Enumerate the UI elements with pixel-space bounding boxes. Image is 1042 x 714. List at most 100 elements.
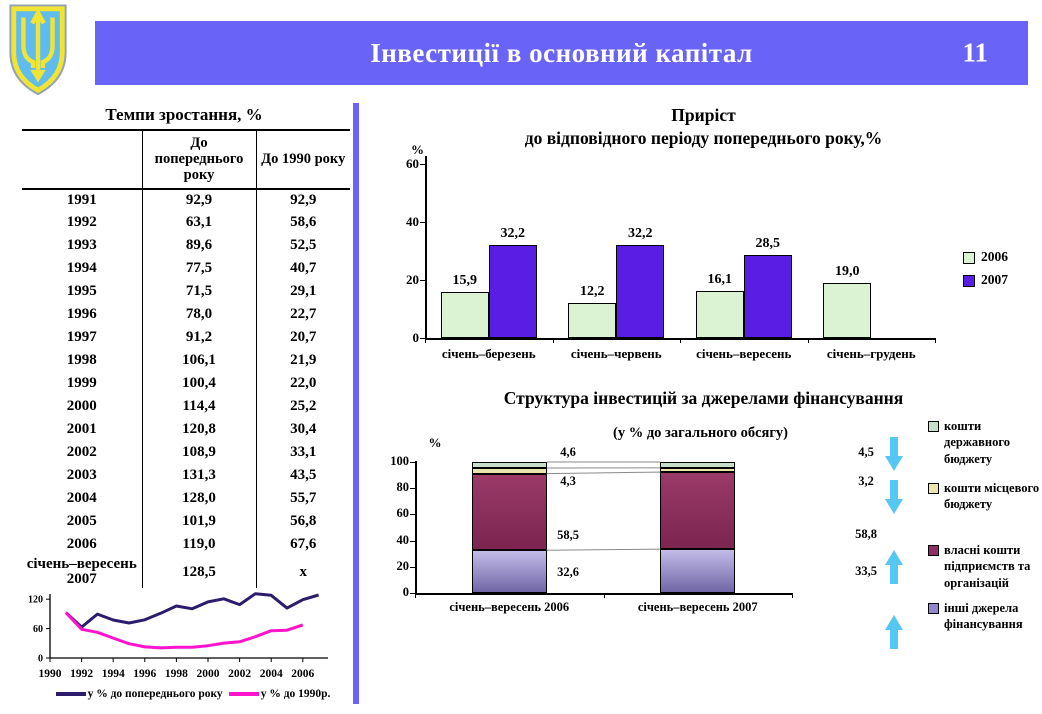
legend-swatch xyxy=(963,275,975,287)
table-year-cell: 1994 xyxy=(22,257,143,281)
x-tick-label: 1994 xyxy=(102,668,125,680)
x-tick-label: 2006 xyxy=(291,668,314,680)
category-tick xyxy=(603,593,605,598)
y-tick xyxy=(410,488,415,490)
table-row: 2001 120,8 30,4 xyxy=(22,418,350,442)
y-tick-label: 80 xyxy=(396,480,410,495)
growth-table: До попереднього року До 1990 року 1991 92,9… xyxy=(22,129,350,589)
y-tick xyxy=(410,540,415,542)
value-label: 4,6 xyxy=(560,445,576,459)
table-value-cell: 114,4 xyxy=(142,395,257,419)
table-value-cell: 22,7 xyxy=(290,306,317,323)
line-chart-legend: у % до попереднього року у % до 1990р. xyxy=(40,688,350,700)
legend-label: у % до попереднього року xyxy=(87,688,223,700)
y-tick xyxy=(420,222,425,223)
x-tick-label: 1992 xyxy=(70,668,93,680)
growth-line-chart: 0 60 120 1990 1992 1994 1996 1998 2000 2002 2004 20… xyxy=(6,580,354,686)
bar-2006 xyxy=(440,291,489,338)
table-year-cell: 1992 xyxy=(22,211,143,235)
value-label: 33,5 xyxy=(855,564,877,579)
bar-value-label: 32,2 xyxy=(628,225,653,241)
category-label: січень–вересень 2007 xyxy=(637,600,758,614)
bar-value-label: 28,5 xyxy=(755,236,781,252)
table-value-cell: 55,7 xyxy=(290,490,317,507)
table-row: 1995 71,5 29,1 xyxy=(22,280,350,304)
table-row: 2005 101,9 56,8 xyxy=(22,510,350,534)
ukraine-coat-of-arms-icon xyxy=(6,2,70,99)
table-value-cell: 120,8 xyxy=(142,418,257,442)
table-row: 1992 63,1 58,6 xyxy=(22,211,350,235)
page-title: Інвестиції в основний капітал xyxy=(370,37,753,68)
table-value-cell: 92,9 xyxy=(290,191,317,208)
stacked-chart-title: Структура інвестицій за джерелами фінанс… xyxy=(503,388,904,408)
table-value-cell: 43,5 xyxy=(290,467,317,484)
table-title: Темпи зростання, % xyxy=(105,105,263,124)
legend-label: 2006 xyxy=(981,249,1008,264)
table-row: 1997 91,2 20,7 xyxy=(22,326,350,350)
page-number: 11 xyxy=(962,37,988,68)
table-row: 2006 119,0 67,6 xyxy=(22,533,350,557)
trend-down-arrow-icon xyxy=(885,480,903,514)
table-year-cell: 2004 xyxy=(22,487,143,511)
bar-value-label: 16,1 xyxy=(707,272,733,288)
y-tick-label: 20 xyxy=(396,558,410,573)
y-tick xyxy=(420,164,425,165)
stack-segment xyxy=(471,462,547,469)
increase-bar-chart: Приріст до відповідного періоду попередн… xyxy=(365,100,1042,383)
y-tick-label: 40 xyxy=(396,532,410,547)
value-label: 4,3 xyxy=(560,474,576,489)
table-row: 2002 108,9 33,1 xyxy=(22,441,350,465)
table-year-cell: 1996 xyxy=(22,303,143,327)
category-label: січень–червень xyxy=(570,346,662,361)
header-banner: Інвестиції в основний капітал 11 xyxy=(95,21,1028,85)
stack-segment xyxy=(471,468,547,474)
category-tick xyxy=(425,338,426,343)
bar-2006 xyxy=(823,282,872,338)
value-label: 32,6 xyxy=(557,564,579,579)
y-axis-label: % xyxy=(428,435,442,450)
bar-2007 xyxy=(616,244,665,338)
y-tick-label: 100 xyxy=(390,454,409,468)
bar-2007 xyxy=(488,244,537,338)
legend-label: інші джерела фінансування xyxy=(944,601,1023,632)
x-tick-label: 1998 xyxy=(165,668,188,680)
table-value-cell: 33,1 xyxy=(290,444,317,461)
table-col-header xyxy=(22,130,143,190)
table-value-cell: 58,6 xyxy=(290,214,317,231)
y-tick xyxy=(410,566,415,568)
y-tick-label: 20 xyxy=(406,272,419,287)
stacked-chart-subtitle: (у % до загального обсягу) xyxy=(612,425,789,441)
table-value-cell: 131,3 xyxy=(142,464,257,488)
table-row: 1999 100,4 22,0 xyxy=(22,372,350,396)
legend-label: у % до 1990р. xyxy=(260,688,331,700)
table-year-cell: 2003 xyxy=(22,464,143,488)
category-tick xyxy=(792,593,793,598)
table-year-cell: 2006 xyxy=(22,533,143,557)
table-year-cell: 1993 xyxy=(22,234,143,258)
y-tick-label: 0 xyxy=(412,330,420,345)
table-value-cell: 20,7 xyxy=(290,329,317,346)
y-tick-label: 60 xyxy=(396,506,410,521)
table-value-cell: 77,5 xyxy=(142,257,257,281)
y-axis-label: % xyxy=(411,142,424,157)
table-year-cell: 1991 xyxy=(22,188,143,212)
line-series xyxy=(64,592,320,629)
table-value-cell: 89,6 xyxy=(142,234,257,258)
category-label: січень–грудень xyxy=(826,346,916,361)
value-label: 3,2 xyxy=(858,473,874,488)
table-year-cell: січень–вересень 2007 xyxy=(22,556,143,589)
table-year-cell: 2001 xyxy=(22,418,143,442)
category-tick xyxy=(415,593,416,598)
table-value-cell: 52,5 xyxy=(290,237,317,254)
y-axis xyxy=(425,156,427,339)
y-tick xyxy=(410,514,415,516)
table-value-cell: 128,5 xyxy=(142,556,257,589)
category-tick xyxy=(935,338,936,343)
table-col-header: До 1990 року xyxy=(256,130,350,190)
table-row: січень–вересень 2007 128,5 х xyxy=(22,556,350,589)
table-row: 1991 92,9 92,9 xyxy=(22,188,350,212)
table-value-cell: 128,0 xyxy=(142,487,257,511)
table-value-cell: 100,4 xyxy=(142,372,257,396)
table-row: 1996 78,0 22,7 xyxy=(22,303,350,327)
bar-value-label: 19,0 xyxy=(835,263,860,279)
